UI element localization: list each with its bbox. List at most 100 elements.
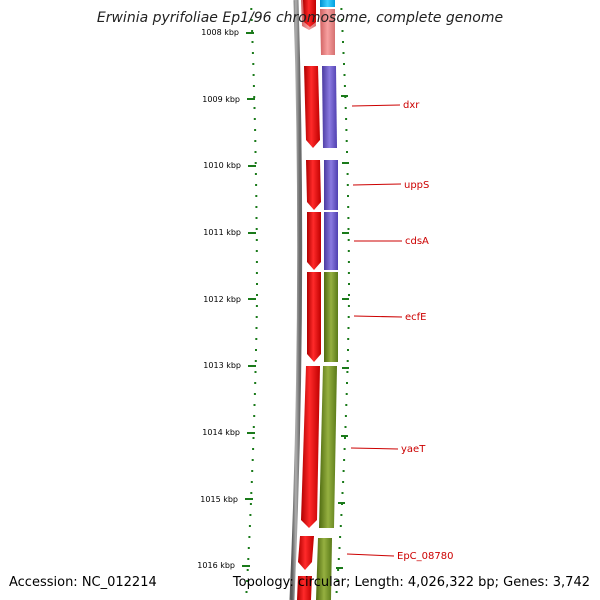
gene-label-ecfE: ecfE bbox=[353, 312, 427, 323]
ruler-dot bbox=[254, 151, 257, 153]
gene-name: uppS bbox=[404, 180, 429, 191]
ruler-dot bbox=[346, 151, 348, 153]
ruler-dot bbox=[343, 459, 346, 461]
ruler-dot bbox=[249, 514, 252, 516]
ruler-dot bbox=[246, 580, 249, 582]
ruler-dot bbox=[255, 327, 258, 329]
ruler-dot bbox=[340, 8, 343, 10]
ruler-dot bbox=[253, 118, 256, 120]
ruler-dot bbox=[256, 283, 258, 285]
cog-segment bbox=[319, 366, 337, 528]
ruler-dot bbox=[251, 470, 254, 472]
ruler-tick: 1014 kbp bbox=[202, 428, 255, 437]
ruler-dot bbox=[343, 74, 346, 76]
ruler-dot bbox=[253, 107, 256, 109]
ruler-dot bbox=[347, 195, 349, 197]
ruler-dot bbox=[338, 547, 341, 549]
ruler-tick-label: 1013 kbp bbox=[203, 361, 241, 370]
ruler-dot bbox=[252, 63, 255, 65]
cog-segment bbox=[320, 9, 335, 55]
ruler-dot bbox=[255, 184, 258, 186]
chromosome-backbone bbox=[289, 0, 303, 600]
cog-track bbox=[316, 0, 338, 600]
cds-arrow bbox=[297, 576, 312, 600]
ruler-dot bbox=[250, 492, 253, 494]
ruler-dot bbox=[255, 195, 258, 197]
topology-text: Topology: circular; Length: 4,026,322 bp… bbox=[232, 575, 590, 590]
ruler-tick-label: 1014 kbp bbox=[202, 428, 240, 437]
ruler-dot bbox=[247, 547, 250, 549]
ruler-dot bbox=[342, 52, 345, 54]
ruler-dot bbox=[254, 162, 257, 164]
ruler-dot bbox=[341, 19, 343, 21]
ruler-dot bbox=[250, 19, 253, 21]
ruler-dot bbox=[246, 569, 249, 571]
ruler-tick: 1009 kbp bbox=[202, 95, 255, 104]
ruler-dot bbox=[339, 525, 342, 527]
cds-arrow bbox=[298, 536, 314, 570]
ruler-dot bbox=[254, 371, 257, 373]
ruler-dot bbox=[255, 239, 258, 241]
ruler-dot bbox=[347, 316, 350, 318]
ruler-dot bbox=[248, 525, 251, 527]
accession-text: Accession: NC_012214 bbox=[9, 575, 157, 590]
cog-segment bbox=[324, 160, 338, 210]
ruler-dot bbox=[346, 371, 349, 373]
ruler-dot bbox=[347, 261, 350, 263]
ruler-dot bbox=[346, 173, 349, 175]
track-ticks bbox=[336, 95, 349, 569]
gene-label-cdsA: cdsA bbox=[354, 236, 429, 247]
ruler-dot bbox=[339, 536, 342, 538]
ruler-dot bbox=[251, 52, 254, 54]
ruler-dot bbox=[341, 492, 344, 494]
ruler-dot bbox=[346, 184, 349, 186]
ruler-dot bbox=[253, 415, 256, 417]
ruler-dot bbox=[253, 96, 256, 98]
ruler-dot bbox=[347, 206, 350, 208]
ruler-dot bbox=[343, 85, 346, 87]
gene-labels: dxr uppS cdsA ecfE yaeT EpC_08780 bbox=[346, 100, 453, 562]
ruler-tick: 1012 kbp bbox=[203, 295, 256, 304]
ruler-dot bbox=[347, 272, 350, 274]
ruler-tick: 1013 kbp bbox=[203, 361, 256, 370]
ruler-dot bbox=[252, 448, 255, 450]
ruler-tick-label: 1012 kbp bbox=[203, 295, 241, 304]
ruler-dot bbox=[254, 382, 257, 384]
ruler-dot bbox=[255, 305, 258, 307]
ruler-dot bbox=[255, 228, 258, 230]
cog-segment bbox=[320, 0, 335, 7]
ruler-dot bbox=[249, 503, 252, 505]
ruler-dot bbox=[343, 448, 346, 450]
ruler-dot bbox=[248, 536, 251, 538]
ruler-dot bbox=[253, 404, 256, 406]
cds-arrow bbox=[303, 0, 316, 27]
ruler-dot bbox=[342, 470, 345, 472]
ruler-dot bbox=[344, 415, 347, 417]
ruler-dot bbox=[346, 360, 349, 362]
ruler: 1008 kbp 1009 kbp 1010 kbp 1011 kbp 1012… bbox=[197, 28, 256, 570]
ruler-dot bbox=[347, 349, 349, 351]
gene-name: cdsA bbox=[405, 236, 429, 247]
ruler-tick-label: 1015 kbp bbox=[200, 495, 238, 504]
ruler-dot bbox=[255, 316, 258, 318]
ruler-dot bbox=[255, 272, 258, 274]
map-title: Erwinia pyrifoliae Ep1/96 chromosome, co… bbox=[96, 10, 504, 26]
ruler-tick: 1015 kbp bbox=[200, 495, 253, 504]
ruler-dot bbox=[255, 349, 257, 351]
cds-arrow bbox=[307, 212, 321, 270]
ruler-dot bbox=[345, 393, 348, 395]
ruler-dots bbox=[245, 8, 350, 593]
ruler-dot bbox=[347, 250, 350, 252]
cds-arrow bbox=[306, 160, 321, 210]
ruler-dot bbox=[345, 404, 348, 406]
gene-name: dxr bbox=[403, 100, 420, 111]
gene-name: yaeT bbox=[401, 444, 426, 455]
ruler-dot bbox=[344, 426, 347, 428]
ruler-dot bbox=[337, 569, 340, 571]
ruler-dot bbox=[335, 591, 338, 593]
ruler-dot bbox=[344, 437, 346, 439]
ruler-dot bbox=[254, 129, 257, 131]
ruler-dot bbox=[253, 393, 256, 395]
ruler-dot bbox=[343, 63, 345, 65]
